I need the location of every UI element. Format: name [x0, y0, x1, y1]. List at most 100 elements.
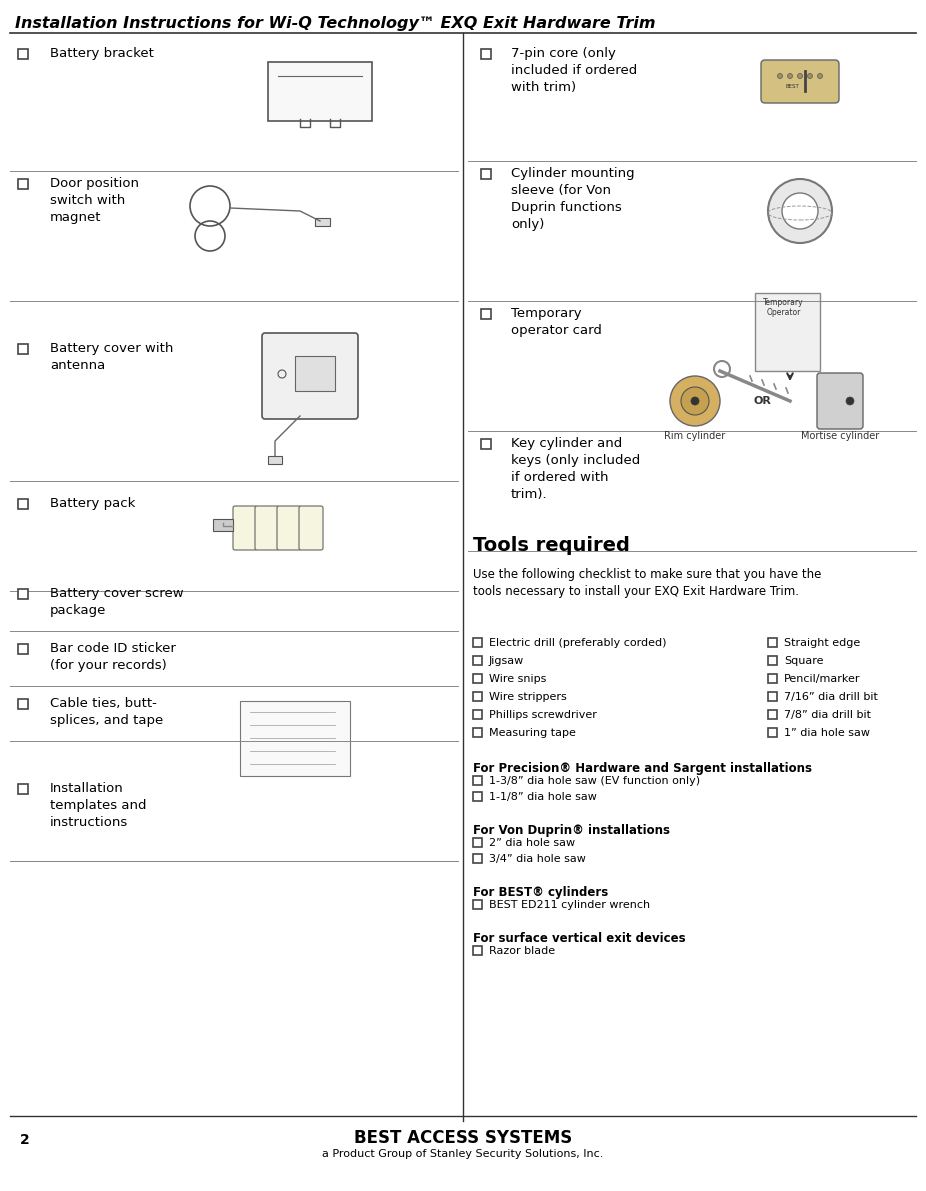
FancyBboxPatch shape [761, 60, 839, 102]
Text: Battery cover screw
package: Battery cover screw package [50, 587, 183, 617]
Bar [268, 456, 282, 464]
Text: Key cylinder and
keys (only included
if ordered with
trim).: Key cylinder and keys (only included if … [511, 437, 640, 501]
Bar [473, 710, 482, 719]
Bar [213, 519, 233, 531]
Bar [473, 946, 482, 955]
Circle shape [846, 397, 854, 405]
Text: 1-1/8” dia hole saw: 1-1/8” dia hole saw [489, 792, 597, 802]
Text: Pencil/marker: Pencil/marker [784, 674, 860, 684]
Bar [768, 638, 777, 647]
Bar [18, 784, 28, 794]
Text: Temporary: Temporary [763, 298, 804, 307]
Text: 7-pin core (only
included if ordered
with trim): 7-pin core (only included if ordered wit… [511, 46, 637, 94]
Bar [18, 49, 28, 60]
Text: For BEST® cylinders: For BEST® cylinders [473, 886, 608, 899]
Text: Straight edge: Straight edge [784, 638, 860, 648]
Bar [481, 439, 491, 449]
Bar [768, 710, 777, 719]
Bar [18, 644, 28, 654]
Bar [18, 179, 28, 189]
Circle shape [778, 74, 782, 79]
Text: Wire snips: Wire snips [489, 674, 546, 684]
Bar [473, 900, 482, 909]
Bar [768, 692, 777, 701]
Text: Rim cylinder: Rim cylinder [664, 431, 726, 441]
Text: Installation
templates and
instructions: Installation templates and instructions [50, 782, 146, 829]
Text: Electric drill (preferably corded): Electric drill (preferably corded) [489, 638, 667, 648]
Text: Razor blade: Razor blade [489, 946, 555, 956]
Bar [295, 356, 335, 391]
Text: Battery pack: Battery pack [50, 497, 135, 510]
Bar [240, 701, 350, 777]
Text: OR: OR [753, 395, 771, 406]
Text: Measuring tape: Measuring tape [489, 728, 576, 738]
Bar [768, 674, 777, 682]
FancyBboxPatch shape [299, 506, 323, 550]
Text: Battery cover with
antenna: Battery cover with antenna [50, 342, 173, 372]
Circle shape [818, 74, 822, 79]
Bar [473, 674, 482, 682]
Bar [473, 692, 482, 701]
Circle shape [787, 74, 793, 79]
Text: Bar code ID sticker
(for your records): Bar code ID sticker (for your records) [50, 642, 176, 672]
Bar [18, 344, 28, 354]
Text: For Von Duprin® installations: For Von Duprin® installations [473, 824, 670, 837]
FancyBboxPatch shape [817, 373, 863, 429]
Text: 7/16” dia drill bit: 7/16” dia drill bit [784, 692, 878, 701]
Bar [755, 293, 820, 372]
Text: Phillips screwdriver: Phillips screwdriver [489, 710, 597, 721]
Text: Tools required: Tools required [473, 536, 630, 555]
Text: Battery bracket: Battery bracket [50, 46, 154, 60]
Text: Wire strippers: Wire strippers [489, 692, 567, 701]
Circle shape [670, 376, 720, 426]
Text: Operator: Operator [767, 308, 801, 317]
Text: 2” dia hole saw: 2” dia hole saw [489, 838, 575, 848]
Text: 3/4” dia hole saw: 3/4” dia hole saw [489, 854, 586, 863]
Bar [768, 656, 777, 665]
Text: For Precision® Hardware and Sargent installations: For Precision® Hardware and Sargent inst… [473, 762, 812, 775]
FancyBboxPatch shape [262, 333, 358, 419]
Bar [473, 638, 482, 647]
Text: Square: Square [784, 656, 823, 666]
Text: Installation Instructions for Wi-Q Technology™ EXQ Exit Hardware Trim: Installation Instructions for Wi-Q Techn… [15, 15, 656, 31]
Text: BEST ACCESS SYSTEMS: BEST ACCESS SYSTEMS [354, 1129, 572, 1147]
Circle shape [768, 179, 832, 243]
Text: a Product Group of Stanley Security Solutions, Inc.: a Product Group of Stanley Security Solu… [322, 1149, 604, 1159]
Bar [473, 728, 482, 737]
FancyBboxPatch shape [268, 62, 372, 120]
Text: 7/8” dia drill bit: 7/8” dia drill bit [784, 710, 871, 721]
Text: Cable ties, butt-
splices, and tape: Cable ties, butt- splices, and tape [50, 697, 163, 727]
Text: BEST ED211 cylinder wrench: BEST ED211 cylinder wrench [489, 900, 650, 910]
Text: Mortise cylinder: Mortise cylinder [801, 431, 879, 441]
Circle shape [782, 193, 818, 229]
Bar [473, 777, 482, 785]
Text: Jigsaw: Jigsaw [489, 656, 524, 666]
Bar [473, 838, 482, 847]
Text: BEST: BEST [785, 85, 799, 89]
FancyBboxPatch shape [233, 506, 257, 550]
Circle shape [691, 397, 699, 405]
Bar [18, 499, 28, 509]
Text: For surface vertical exit devices: For surface vertical exit devices [473, 933, 685, 944]
Bar [18, 699, 28, 709]
Bar [481, 308, 491, 319]
Text: Door position
switch with
magnet: Door position switch with magnet [50, 177, 139, 224]
Text: 1” dia hole saw: 1” dia hole saw [784, 728, 870, 738]
Circle shape [681, 387, 709, 414]
Bar [481, 169, 491, 179]
Bar [473, 792, 482, 802]
FancyBboxPatch shape [255, 506, 279, 550]
Bar [473, 656, 482, 665]
Bar [18, 590, 28, 599]
Text: Use the following checklist to make sure that you have the
tools necessary to in: Use the following checklist to make sure… [473, 568, 821, 598]
Text: Temporary
operator card: Temporary operator card [511, 307, 602, 337]
Text: 2: 2 [20, 1133, 30, 1147]
Text: Cylinder mounting
sleeve (for Von
Duprin functions
only): Cylinder mounting sleeve (for Von Duprin… [511, 167, 634, 231]
Bar [315, 218, 330, 226]
Circle shape [807, 74, 812, 79]
Bar [473, 854, 482, 863]
Text: 1-3/8” dia hole saw (EV function only): 1-3/8” dia hole saw (EV function only) [489, 777, 700, 786]
FancyBboxPatch shape [277, 506, 301, 550]
Circle shape [797, 74, 803, 79]
Bar [768, 728, 777, 737]
